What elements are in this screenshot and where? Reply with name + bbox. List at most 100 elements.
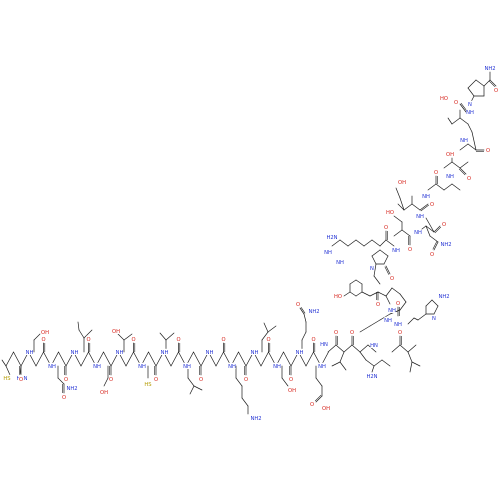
atom-label-bg: [394, 320, 402, 327]
bond-132: [381, 359, 391, 367]
bond-122: [351, 344, 361, 353]
atom-label-bg: [334, 292, 342, 299]
bond-217: [420, 204, 429, 212]
atom-label-bg: [366, 372, 378, 379]
atom-label-nh-58: NH: [336, 260, 344, 266]
bond-44: [5, 365, 11, 376]
atom-label-nh2-65: NH2: [440, 242, 451, 248]
bond-40: [305, 351, 314, 367]
bond-121: [343, 344, 353, 353]
atom-label-bg: [440, 94, 448, 101]
bond-124: [367, 344, 377, 353]
bond-layer: [1, 71, 497, 415]
atom-label-bg: [433, 168, 439, 175]
atom-label-o-6: O: [64, 377, 68, 383]
bond-119: [327, 344, 337, 353]
atom-label-bg: [326, 233, 338, 240]
atom-label-nh-63: NH: [414, 230, 422, 236]
atom-label-oh-30: OH: [41, 330, 49, 336]
bond-230: [459, 143, 469, 151]
bond-139: [407, 344, 417, 353]
bond-19: [148, 351, 157, 367]
atom-label-bg: [250, 348, 259, 355]
bond-206: [433, 241, 439, 251]
atom-label-o-20: O: [221, 337, 225, 343]
atom-label-oh-67: OH: [398, 180, 406, 186]
bond-87: [117, 333, 125, 341]
atom-label-bg: [41, 328, 49, 335]
bond-129: [359, 351, 367, 361]
atom-label-bg: [61, 393, 67, 400]
atom-label-bg: [493, 86, 499, 93]
atom-label-bg: [153, 375, 159, 382]
bond-136: [331, 361, 341, 367]
bond-112: [299, 307, 305, 315]
atom-label-bg: [228, 362, 236, 369]
bond-205: [429, 235, 439, 243]
atom-label-o-10: O: [109, 377, 113, 383]
bond-180: [371, 255, 377, 265]
atom-label-ho-77: HO: [440, 96, 448, 102]
atom-label-o-74: O: [467, 176, 471, 182]
atom-label-nh2-32: NH2: [66, 386, 77, 392]
bond-202: [425, 225, 435, 233]
bond-164: [377, 291, 387, 297]
bond-4: [35, 351, 44, 367]
atom-label-bg: [18, 375, 24, 382]
bond-95: [189, 385, 195, 395]
bond-134: [339, 351, 345, 363]
bond-248: [488, 80, 496, 88]
bond-239: [447, 117, 453, 125]
atom-label-o-12: O: [131, 337, 135, 343]
atom-label-bg: [369, 264, 375, 271]
atom-label-oh-41: OH: [322, 406, 330, 412]
bond-192: [385, 239, 395, 247]
atom-label-bg: [384, 316, 392, 323]
atom-label-bg: [115, 348, 124, 355]
atom-label-bg: [388, 306, 396, 313]
bond-83: [77, 321, 80, 331]
bond-85: [103, 377, 109, 387]
atom-label-nh-25: NH: [273, 364, 281, 370]
atom-label-bg: [349, 328, 355, 335]
bond-189: [339, 239, 349, 247]
bond-175: [359, 325, 371, 333]
atom-label-o-14: O: [154, 377, 158, 383]
bond-195: [393, 229, 403, 237]
atom-label-bg: [160, 348, 169, 355]
atom-label-nh-71: NH: [422, 194, 430, 200]
atom-label-bg: [398, 178, 406, 185]
atom-label-layer: HSH2NONHONHONHONHONHONHONHONHONHONHONHON…: [3, 64, 499, 422]
atom-label-o-68: O: [430, 202, 434, 208]
atom-label-bg: [429, 200, 435, 207]
bond-183: [373, 263, 377, 277]
atom-label-bg: [485, 146, 491, 153]
atom-label-bg: [429, 250, 435, 257]
bond-196: [401, 229, 411, 237]
bond-155: [355, 279, 363, 285]
bond-92: [165, 332, 175, 341]
atom-label-bg: [324, 248, 332, 255]
atom-label-bg: [100, 388, 108, 395]
atom-label-bg: [311, 335, 316, 342]
bond-22: [170, 351, 179, 367]
atom-label-o-70: O: [434, 170, 438, 176]
bond-247: [489, 79, 497, 87]
bond-118: [314, 394, 322, 402]
bond-211: [403, 203, 413, 211]
bond-176: [371, 249, 381, 257]
bond-34: [260, 351, 269, 367]
atom-label-ho-51: HO: [334, 294, 342, 300]
atom-label-bg: [389, 274, 395, 281]
atom-label-bg: [438, 292, 450, 299]
atom-label-bg: [440, 240, 452, 247]
bond-218: [427, 183, 437, 191]
bond-1: [13, 351, 22, 367]
bond-31: [238, 351, 247, 367]
bond-241: [467, 87, 475, 97]
atom-label-nh2-46: NH2: [438, 294, 449, 300]
bond-171: [399, 301, 407, 311]
bond-141: [411, 361, 421, 367]
atom-label-nh2-36: NH2: [250, 416, 261, 422]
atom-label-bg: [138, 362, 146, 369]
